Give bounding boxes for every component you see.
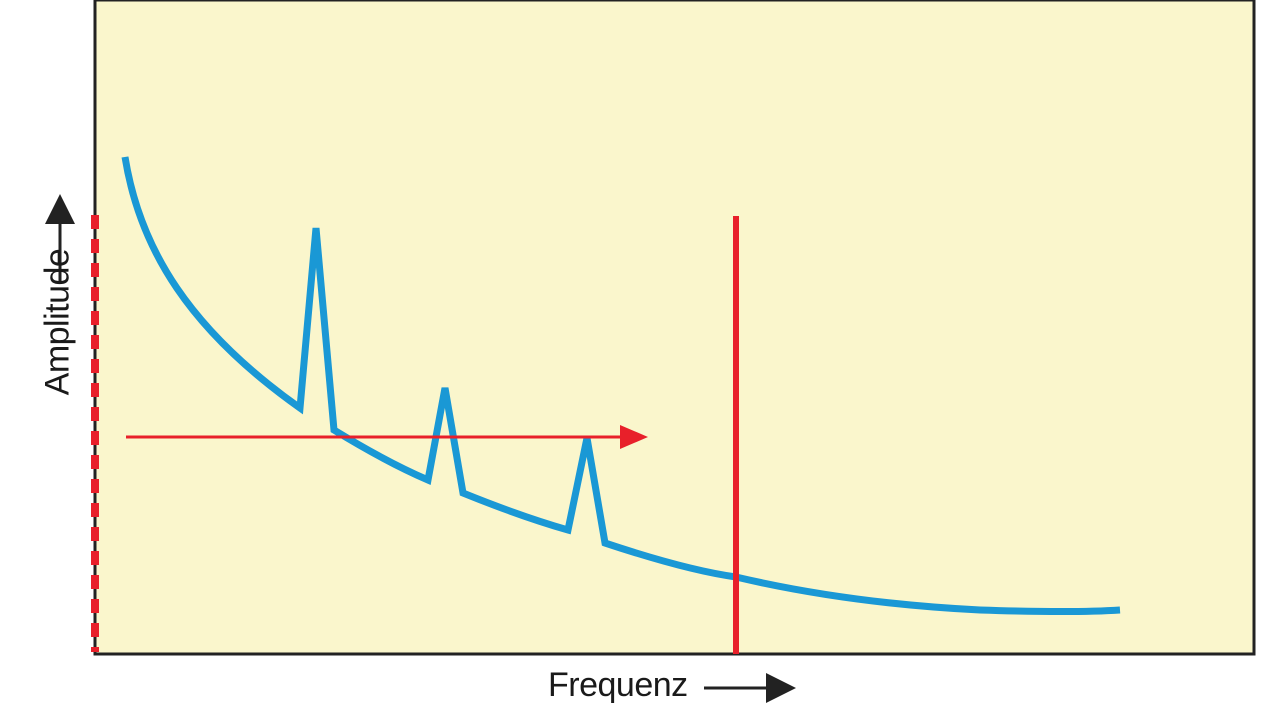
x-axis-label: Frequenz bbox=[548, 666, 688, 704]
threshold-arrow-head bbox=[620, 425, 648, 449]
plot-area bbox=[93, 0, 1256, 656]
y-axis-label: Amplitude bbox=[38, 248, 77, 396]
spectrum-curve bbox=[121, 156, 1121, 615]
